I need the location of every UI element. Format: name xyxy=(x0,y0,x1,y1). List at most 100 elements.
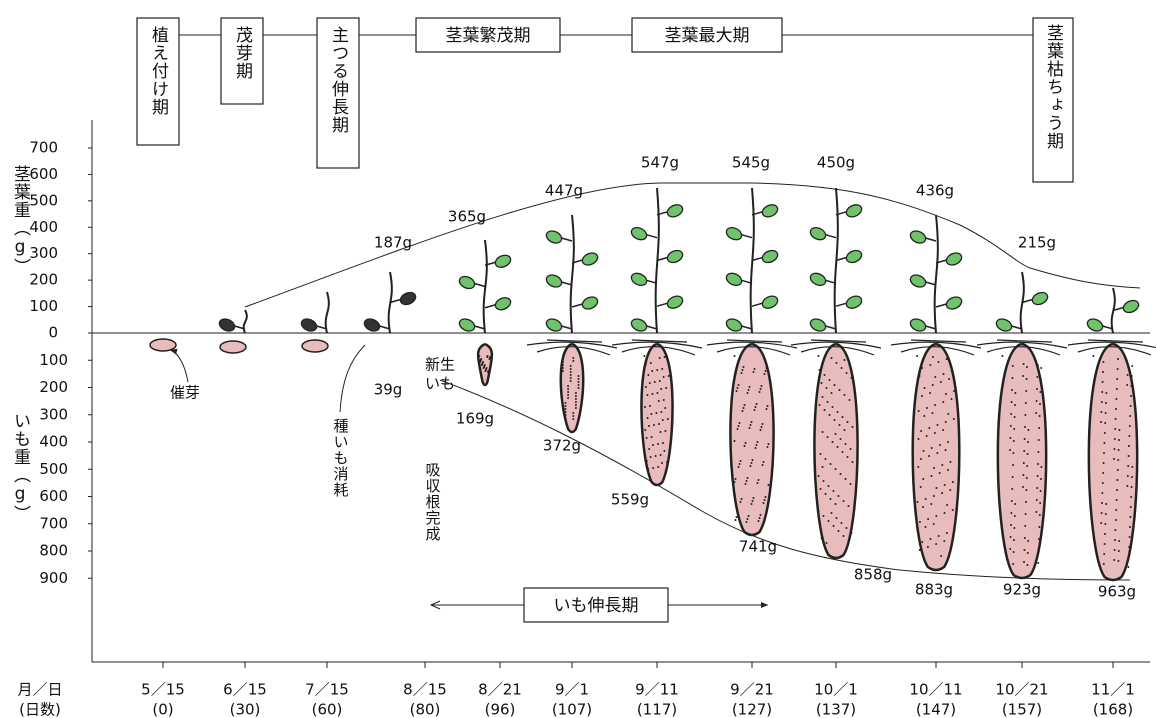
dot xyxy=(951,398,953,400)
dot xyxy=(652,444,654,446)
x-tick-label: (157) xyxy=(1002,701,1042,718)
dot xyxy=(663,399,665,401)
dot xyxy=(1130,395,1132,397)
leaf xyxy=(493,253,512,270)
leaf-weight: 547g xyxy=(641,154,679,172)
dot xyxy=(745,442,747,444)
diagram: 植え付け期 茂芽期 主つる伸長期 茎葉繁茂期 茎葉最大期 茎葉枯ちょう期 茎葉重… xyxy=(0,0,1156,718)
dot xyxy=(1115,418,1117,420)
dot xyxy=(1129,536,1131,538)
dot xyxy=(761,385,763,387)
dot xyxy=(835,433,837,435)
dot xyxy=(575,404,577,406)
dot xyxy=(748,389,750,391)
dot xyxy=(575,407,577,409)
leaf xyxy=(808,225,827,242)
dot xyxy=(948,378,950,380)
dot xyxy=(1010,425,1012,427)
dot xyxy=(823,480,825,482)
dot xyxy=(852,461,854,463)
dot xyxy=(1024,525,1026,527)
dot xyxy=(1101,492,1103,494)
dot xyxy=(945,393,947,395)
dot xyxy=(945,421,947,423)
axis-label: 月／日 xyxy=(17,681,62,699)
dot xyxy=(922,506,924,508)
dot xyxy=(1116,479,1118,481)
y-tick-label: 100 xyxy=(29,297,58,315)
leaf xyxy=(629,271,648,288)
dot xyxy=(827,436,829,438)
dot xyxy=(1027,441,1029,443)
dot xyxy=(1036,388,1038,390)
dot xyxy=(938,535,940,537)
dot xyxy=(1037,451,1039,453)
dot xyxy=(1012,476,1014,478)
dot xyxy=(1022,486,1024,488)
dot xyxy=(575,392,577,394)
x-tick-label: (96) xyxy=(485,701,516,718)
dot xyxy=(1037,475,1039,477)
x-tick-label: (0) xyxy=(152,701,173,718)
dot xyxy=(929,392,931,394)
dot xyxy=(1011,377,1013,379)
dot xyxy=(822,431,824,433)
dot xyxy=(843,535,845,537)
dot xyxy=(833,490,835,492)
dot xyxy=(830,463,832,465)
dot xyxy=(1025,501,1027,503)
dot xyxy=(483,367,485,369)
dot xyxy=(1103,452,1105,454)
dot xyxy=(938,361,940,363)
dot xyxy=(919,521,921,523)
leaf xyxy=(808,317,827,334)
dot xyxy=(758,479,760,481)
leaf-weight: 436g xyxy=(916,182,954,200)
dot xyxy=(1013,551,1015,553)
x-tick-label: 9／11 xyxy=(635,681,679,699)
dot xyxy=(1117,358,1119,360)
dot xyxy=(1025,402,1027,404)
y-tick-label: 100 xyxy=(39,351,68,369)
annotation: 種いも消耗 xyxy=(332,418,350,498)
dot xyxy=(827,401,829,403)
dot xyxy=(1012,464,1014,466)
dot xyxy=(835,503,837,505)
dot xyxy=(1013,440,1015,442)
dot xyxy=(736,516,738,518)
dot xyxy=(841,367,843,369)
dot xyxy=(840,438,842,440)
dot xyxy=(953,390,955,392)
dot xyxy=(947,413,949,415)
y-tick-label: 400 xyxy=(29,218,58,236)
dot xyxy=(1129,526,1131,528)
dot xyxy=(825,458,827,460)
arrow xyxy=(170,350,188,382)
dot xyxy=(751,503,753,505)
dot xyxy=(824,409,826,411)
dot xyxy=(1115,398,1117,400)
dot xyxy=(575,395,577,397)
dot xyxy=(1039,514,1041,516)
dot xyxy=(818,510,820,512)
dot xyxy=(1027,453,1029,455)
leaf xyxy=(629,317,648,334)
dot xyxy=(565,402,567,404)
stage: 植え付け期 xyxy=(148,26,169,116)
dot xyxy=(572,418,574,420)
dot xyxy=(1011,488,1013,490)
dot xyxy=(1037,364,1039,366)
dot xyxy=(562,355,564,357)
dot xyxy=(737,387,739,389)
dot xyxy=(657,466,659,468)
x-tick-label: 5／15 xyxy=(141,681,185,699)
dot xyxy=(1040,466,1042,468)
x-tick-label: (137) xyxy=(816,701,856,718)
dot xyxy=(1039,415,1041,417)
dot xyxy=(916,529,918,531)
dot xyxy=(644,406,646,408)
dot xyxy=(1101,502,1103,504)
dot xyxy=(932,384,934,386)
dot xyxy=(1116,489,1118,491)
y-tick-label: 700 xyxy=(29,138,58,156)
